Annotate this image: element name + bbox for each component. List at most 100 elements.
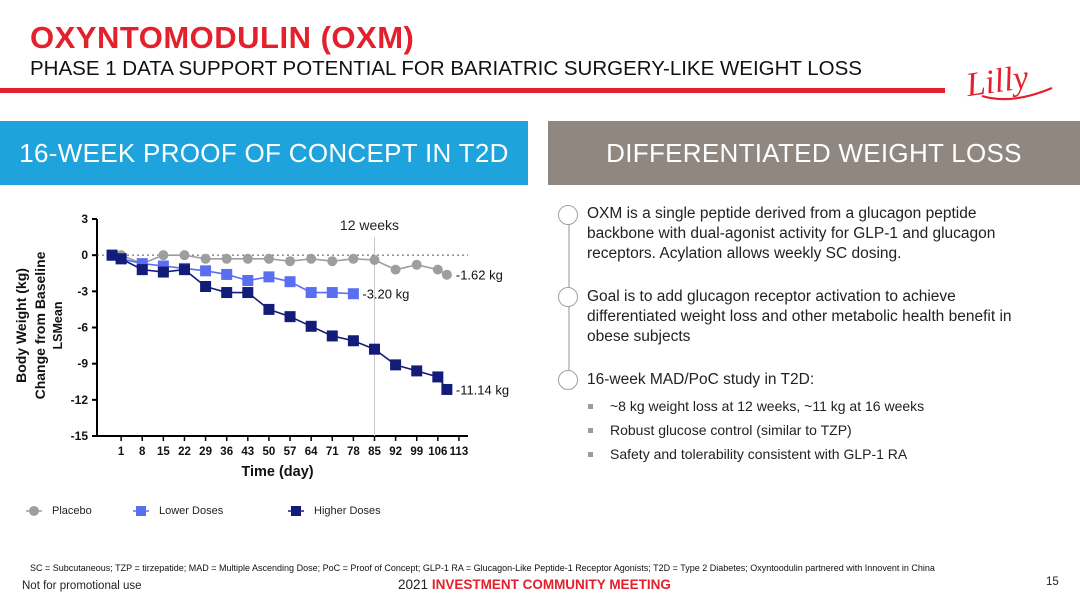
data-point [106, 249, 118, 261]
legend-marker-square-icon [288, 506, 304, 516]
data-point [221, 253, 232, 264]
data-point [347, 288, 359, 300]
x-tick-label: 113 [450, 446, 469, 458]
page-number: 15 [1046, 576, 1059, 588]
x-tick-label: 36 [220, 446, 233, 458]
x-tick-label: 22 [178, 446, 191, 458]
y-tick-label: -9 [77, 357, 88, 371]
left-panel-header: 16-WEEK PROOF OF CONCEPT IN T2D [0, 121, 528, 185]
y-tick-label: -12 [71, 393, 89, 407]
x-tick-label: 99 [410, 446, 423, 458]
right-panel-heading: DIFFERENTIATED WEIGHT LOSS [606, 137, 1022, 168]
y-tick-label: -15 [71, 429, 89, 443]
x-tick-label: 71 [326, 446, 339, 458]
data-point [327, 256, 338, 267]
square-bullet-icon [588, 403, 593, 409]
sub-bullet: Safety and tolerability consistent with … [588, 446, 907, 462]
data-point [263, 253, 274, 264]
weight-change-chart: 12 weeks 3 0 -3 -6 -9 -12 -15 1 8 15 22 29 36 43 50 57 64… [13, 212, 509, 480]
data-point [178, 264, 190, 276]
data-point [221, 268, 233, 280]
data-point [157, 260, 169, 272]
x-tick-label: 50 [263, 446, 276, 458]
title-divider [0, 88, 945, 93]
y-tick-label: -3 [77, 284, 88, 298]
annotation-label: 12 weeks [340, 217, 399, 233]
end-value-label: -3.20 kg [362, 287, 409, 302]
bullet-text: 16-week MAD/PoC study in T2D: [587, 371, 815, 388]
x-tick-label: 92 [389, 446, 402, 458]
data-point [369, 254, 380, 265]
data-point [221, 287, 233, 299]
x-tick-label: 1 [118, 446, 125, 458]
x-tick-label: 57 [284, 446, 297, 458]
x-tick-label: 15 [157, 446, 170, 458]
data-point [411, 365, 423, 377]
data-point [200, 253, 211, 264]
data-point [158, 250, 169, 261]
lilly-logo: Lilly [963, 59, 1053, 104]
chart-legend: Placebo Lower Doses Higher Doses [0, 505, 540, 525]
x-tick-label: 106 [428, 446, 447, 458]
data-point [285, 256, 296, 267]
y-tick-label: 0 [81, 248, 88, 262]
disclaimer: Not for promotional use [22, 580, 142, 592]
sub-bullet-text: Safety and tolerability consistent with … [610, 446, 908, 462]
sub-bullet-text: Robust glucose control (similar to TZP) [610, 422, 852, 438]
footnote: SC = Subcutaneous; TZP = tirzepatide; MA… [30, 563, 935, 573]
square-bullet-icon [588, 427, 593, 433]
data-point [263, 303, 275, 315]
data-point [242, 253, 253, 264]
square-bullet-icon [588, 451, 593, 457]
slide-title: OXYNTOMODULIN (OXM) [30, 20, 415, 55]
data-point [157, 266, 169, 278]
legend-label: Placebo [52, 505, 92, 517]
data-point [284, 276, 296, 288]
x-tick-label: 78 [347, 446, 360, 458]
data-point [390, 264, 401, 275]
x-tick-label: 64 [305, 446, 318, 458]
data-point [347, 335, 359, 347]
x-tick-label: 43 [241, 446, 254, 458]
bullet-text: OXM is a single peptide derived from a g… [587, 205, 996, 262]
data-point [284, 311, 296, 323]
end-value-label: -11.14 kg [456, 382, 509, 397]
x-tick-label: 85 [368, 446, 381, 458]
data-point [136, 264, 148, 276]
data-point [136, 258, 148, 270]
y-axis-label: LSMean [51, 302, 65, 350]
legend-marker-circle-icon [26, 506, 42, 516]
data-point [200, 281, 212, 293]
x-tick-label: 8 [139, 446, 146, 458]
data-point [390, 359, 402, 371]
data-point [326, 330, 338, 342]
sub-bullet: ~8 kg weight loss at 12 weeks, ~11 kg at… [588, 398, 924, 414]
data-point [441, 383, 453, 395]
left-panel-heading: 16-WEEK PROOF OF CONCEPT IN T2D [19, 137, 509, 168]
legend-item-placebo: Placebo [26, 505, 92, 517]
sub-bullet: Robust glucose control (similar to TZP) [588, 422, 852, 438]
data-point [242, 274, 254, 286]
x-axis-label: Time (day) [241, 464, 313, 480]
bullet-circle-icon [558, 287, 578, 307]
end-value-label: -1.62 kg [456, 268, 503, 283]
data-point [411, 259, 422, 270]
data-point [432, 371, 444, 383]
legend-label: Lower Doses [159, 505, 224, 517]
y-axis-label: Change from Baseline [32, 251, 48, 399]
x-tick-label: 29 [199, 446, 212, 458]
meeting-year: 2021 [398, 577, 429, 592]
data-point [115, 253, 127, 265]
right-panel-header: DIFFERENTIATED WEIGHT LOSS [548, 121, 1080, 185]
slide-subtitle: PHASE 1 DATA SUPPORT POTENTIAL FOR BARIA… [30, 57, 862, 80]
sub-bullet-text: ~8 kg weight loss at 12 weeks, ~11 kg at… [610, 398, 925, 414]
bullet-circle-icon [558, 370, 578, 390]
y-axis-label: Body Weight (kg) [13, 268, 29, 383]
data-point [263, 271, 275, 283]
data-point [242, 287, 254, 299]
data-point [348, 253, 359, 264]
legend-marker-square-icon [133, 506, 149, 516]
data-point [305, 287, 317, 299]
legend-item-lower-doses: Lower Doses [133, 505, 223, 517]
legend-item-higher-doses: Higher Doses [288, 505, 381, 517]
